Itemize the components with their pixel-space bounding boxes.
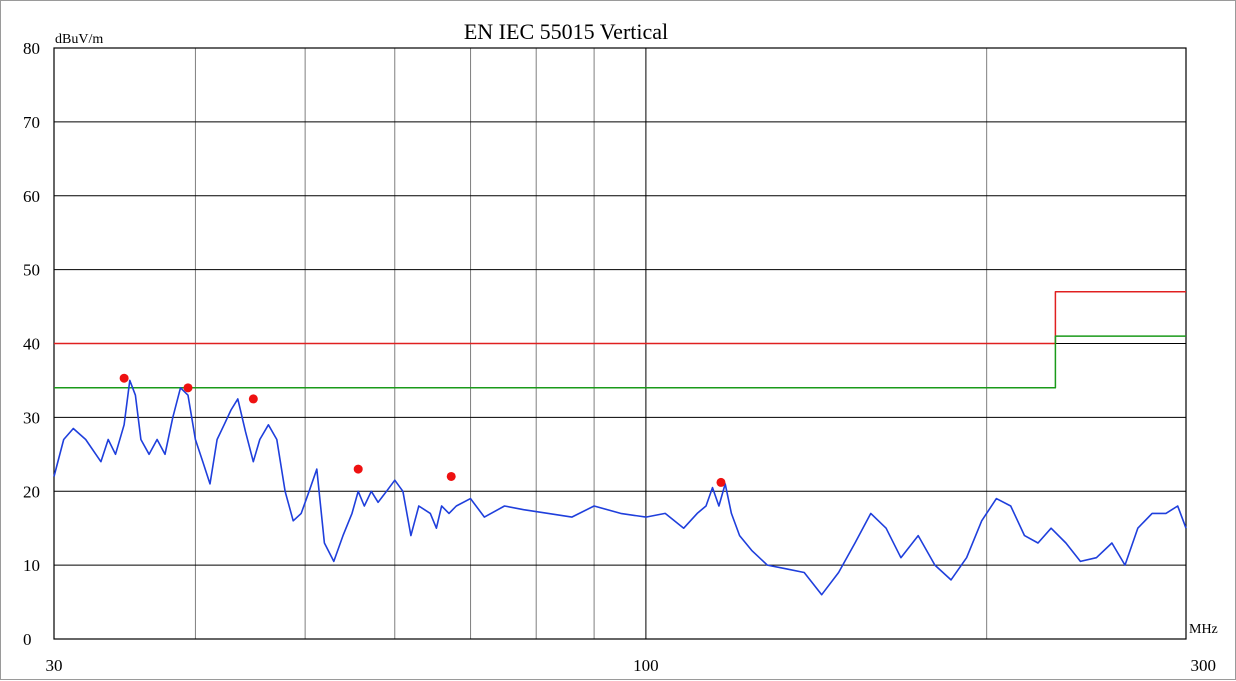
y-tick-label: 60 [23,187,40,206]
series-layer [53,291,1187,596]
peak-marker [248,394,258,404]
x-tick-label: 30 [46,656,63,675]
peak-marker [716,477,726,487]
y-tick-label: 20 [23,482,40,501]
peak-marker [446,471,456,481]
y-tick-label: 50 [23,261,40,280]
peak-marker [119,373,129,383]
measurement-line [53,379,1187,596]
y-axis-unit-label: dBuV/m [55,32,103,47]
marker-layer [119,373,726,487]
x-tick-label: 300 [1191,656,1217,675]
chart-title: EN IEC 55015 Vertical [464,19,668,44]
y-tick-label: 30 [23,408,40,427]
y-tick-label: 70 [23,113,40,132]
margin-line [54,335,1186,389]
y-tick-label: 80 [23,39,40,58]
y-tick-label: 0 [23,630,32,649]
label-layer: EN IEC 55015 Vertical dBuV/m MHz 0 10 20 30… [23,19,1218,675]
peak-marker [183,383,193,393]
y-tick-label: 40 [23,335,40,354]
peak-marker [353,464,363,474]
y-tick-label: 10 [23,556,40,575]
x-tick-label: 100 [633,656,659,675]
x-axis-unit-label: MHz [1189,622,1218,637]
limit-line [54,291,1186,345]
